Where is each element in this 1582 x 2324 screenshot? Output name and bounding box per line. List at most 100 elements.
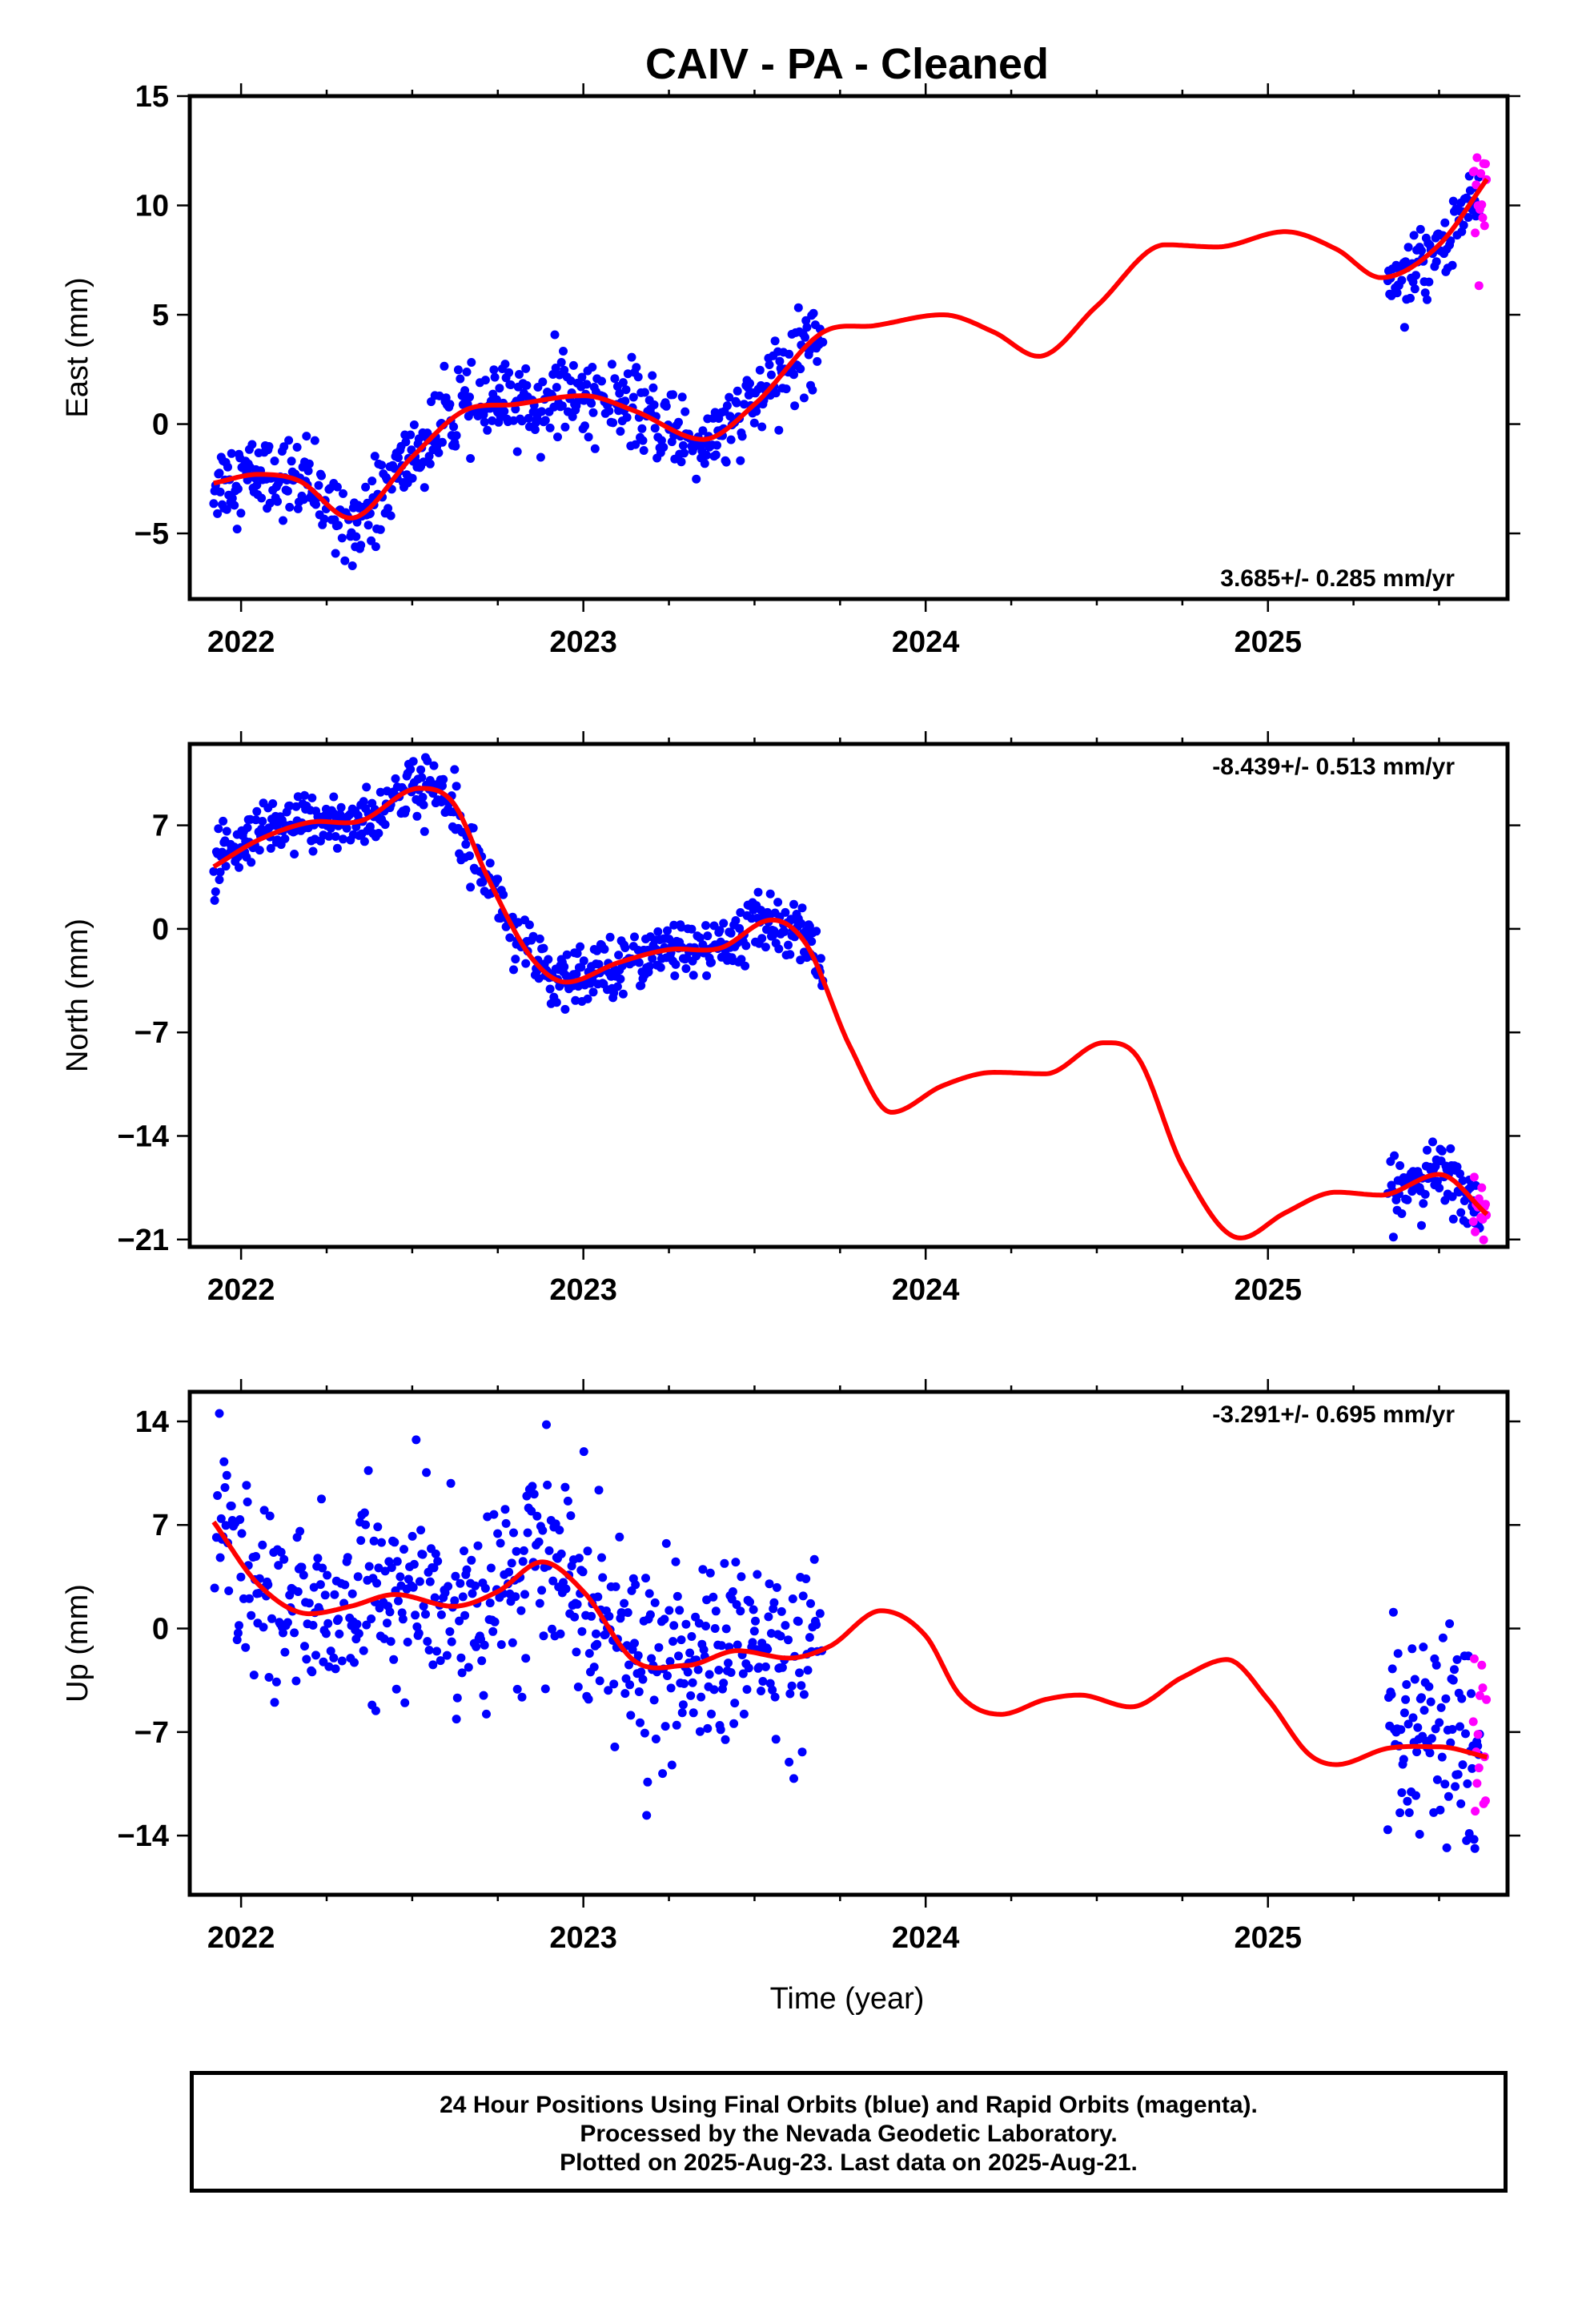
data-point bbox=[374, 829, 383, 838]
data-point bbox=[452, 782, 461, 791]
rapid-data-point bbox=[1481, 1200, 1490, 1209]
data-point bbox=[1448, 196, 1458, 206]
data-point bbox=[693, 1665, 703, 1675]
data-point bbox=[468, 1589, 477, 1598]
data-point bbox=[215, 1409, 224, 1418]
data-point bbox=[764, 1612, 773, 1622]
data-point bbox=[420, 826, 429, 836]
data-point bbox=[467, 358, 476, 367]
data-point bbox=[488, 1626, 498, 1636]
data-point bbox=[496, 1640, 506, 1650]
data-point bbox=[408, 473, 417, 483]
rapid-data-point bbox=[1476, 169, 1486, 179]
data-point bbox=[738, 1669, 748, 1679]
data-point bbox=[347, 1589, 357, 1598]
data-point bbox=[587, 1611, 596, 1621]
data-point bbox=[592, 1639, 602, 1649]
data-point bbox=[222, 826, 231, 836]
data-point bbox=[1403, 1195, 1412, 1204]
data-point bbox=[623, 1608, 632, 1618]
data-point bbox=[383, 1618, 391, 1628]
data-point bbox=[560, 1004, 570, 1014]
data-point bbox=[416, 1526, 426, 1535]
data-point bbox=[1446, 1144, 1456, 1153]
data-point bbox=[608, 418, 618, 428]
data-point bbox=[584, 432, 593, 442]
data-point bbox=[429, 761, 439, 770]
data-point bbox=[556, 358, 566, 367]
data-point bbox=[1452, 1655, 1462, 1664]
data-point bbox=[317, 471, 326, 480]
data-point bbox=[797, 1681, 806, 1691]
data-point bbox=[227, 493, 237, 503]
caption-line-2: Processed by the Nevada Geodetic Laborat… bbox=[580, 2121, 1118, 2147]
data-point bbox=[1402, 1680, 1411, 1689]
data-point bbox=[685, 1648, 695, 1658]
x-tick-label: 2022 bbox=[207, 1921, 275, 1955]
data-point bbox=[314, 480, 323, 490]
data-point bbox=[675, 1606, 685, 1615]
data-point bbox=[466, 883, 476, 892]
data-point bbox=[785, 1689, 795, 1699]
data-point bbox=[680, 1679, 689, 1688]
data-point bbox=[773, 898, 783, 907]
data-point bbox=[337, 1656, 347, 1666]
y-tick-label: 15 bbox=[135, 80, 169, 114]
data-point bbox=[775, 356, 785, 366]
data-point bbox=[561, 1584, 571, 1594]
data-point bbox=[335, 810, 345, 819]
data-point bbox=[504, 1567, 514, 1577]
data-point bbox=[630, 932, 639, 942]
data-point bbox=[597, 1553, 606, 1562]
data-point bbox=[540, 1684, 550, 1694]
data-point bbox=[640, 1728, 649, 1738]
data-point bbox=[1399, 323, 1409, 332]
data-point bbox=[449, 422, 459, 432]
data-point bbox=[428, 1660, 438, 1670]
rapid-data-point bbox=[1479, 1235, 1488, 1244]
data-point bbox=[1446, 236, 1456, 246]
data-point bbox=[801, 332, 809, 342]
data-point bbox=[488, 416, 497, 425]
data-point bbox=[254, 1589, 263, 1598]
data-point bbox=[620, 1689, 630, 1699]
data-point bbox=[232, 525, 242, 534]
data-point bbox=[500, 1505, 510, 1514]
x-tick-label: 2023 bbox=[549, 625, 617, 659]
data-point bbox=[209, 499, 219, 509]
data-point bbox=[523, 1528, 532, 1538]
data-point bbox=[210, 1583, 219, 1593]
data-point bbox=[665, 935, 674, 944]
data-point bbox=[651, 1735, 661, 1743]
data-point bbox=[1469, 1835, 1479, 1844]
data-point bbox=[480, 417, 489, 427]
data-point bbox=[490, 372, 500, 382]
x-tick-label: 2024 bbox=[892, 1921, 960, 1955]
final-orbit-points bbox=[210, 1409, 1484, 1853]
rapid-data-point bbox=[1471, 228, 1480, 238]
velocity-annotation: -3.291+/- 0.695 mm/yr bbox=[1212, 1401, 1455, 1428]
data-point bbox=[654, 1642, 664, 1652]
data-point bbox=[375, 525, 385, 534]
rapid-data-point bbox=[1471, 1227, 1480, 1236]
data-point bbox=[334, 521, 343, 530]
data-point bbox=[401, 805, 411, 814]
data-point bbox=[1431, 257, 1441, 267]
data-point bbox=[1441, 1694, 1451, 1703]
data-point bbox=[387, 1563, 396, 1572]
rapid-data-point bbox=[1477, 1660, 1487, 1670]
rapid-data-point bbox=[1475, 1691, 1484, 1700]
data-point bbox=[446, 1478, 456, 1488]
data-point bbox=[356, 541, 366, 550]
data-point bbox=[669, 1621, 679, 1630]
data-point bbox=[638, 436, 648, 445]
data-point bbox=[805, 922, 814, 931]
data-point bbox=[315, 1580, 325, 1590]
data-point bbox=[736, 1606, 745, 1616]
data-point bbox=[744, 1663, 753, 1673]
data-point bbox=[411, 1610, 420, 1620]
data-point bbox=[293, 504, 303, 513]
data-point bbox=[777, 1606, 786, 1616]
data-point bbox=[352, 517, 362, 527]
data-point bbox=[772, 1582, 781, 1592]
